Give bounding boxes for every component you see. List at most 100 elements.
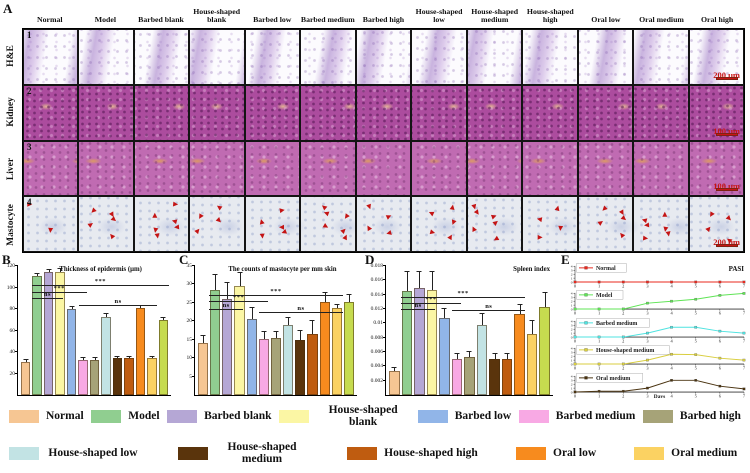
histology-image: 200 μm <box>688 29 744 85</box>
histology-image: ▶ ▶ ▶ ▶ ▶ <box>244 196 301 252</box>
mastocyte-arrow-icon: ▶ <box>151 213 159 219</box>
histology-image <box>244 84 301 141</box>
error-bar-cap <box>160 317 166 319</box>
data-point <box>646 359 649 362</box>
series-legend-box <box>576 372 644 383</box>
bar-group <box>414 266 425 395</box>
error-bar-cap <box>429 270 435 272</box>
histology-image: ▶ ▶ ▶ ▶ ▶ <box>577 196 634 252</box>
error-bar <box>227 282 229 300</box>
bar-group <box>331 266 342 395</box>
y-tick-label: 35 <box>186 263 193 269</box>
histology-image <box>300 84 356 141</box>
x-tick-label: 0 <box>574 338 576 343</box>
y-tick <box>383 351 386 352</box>
bar-group <box>124 266 134 395</box>
y-tick <box>192 283 195 285</box>
y-tick-label: 2 <box>571 327 573 331</box>
data-point <box>573 390 577 393</box>
bar <box>270 337 282 395</box>
histology-image <box>355 140 412 197</box>
data-point <box>670 280 673 284</box>
bar <box>66 309 77 395</box>
error-bar-cap <box>297 329 303 331</box>
histology-image <box>78 84 134 141</box>
x-tick-label: 2 <box>622 338 624 343</box>
x-tick-label: 0 <box>574 393 576 398</box>
mastocyte-arrow-icon: ▶ <box>535 215 542 223</box>
x-tick-label: 5 <box>695 338 697 343</box>
data-point <box>646 280 649 284</box>
significance-line: *** <box>31 278 170 287</box>
data-line <box>574 379 745 393</box>
legend-label: House-shaped blank <box>328 403 398 428</box>
legend-swatch <box>417 409 448 423</box>
significance-label: *** <box>232 294 245 302</box>
column-header: Oral low <box>591 15 621 25</box>
y-tick <box>383 279 386 281</box>
error-bar <box>94 357 96 360</box>
data-point <box>573 362 577 366</box>
bar <box>295 339 306 395</box>
data-point <box>573 335 577 339</box>
error-bar-cap <box>149 355 155 357</box>
panel-a-row-labels: H&E Kidney Liver Mastocyte <box>0 28 22 253</box>
bar <box>21 361 31 395</box>
scale-bar-label: 100 μm <box>713 181 740 192</box>
bar <box>343 302 355 395</box>
error-bar <box>544 292 546 307</box>
bar <box>501 359 513 395</box>
column-header: Model <box>94 15 117 25</box>
bar <box>198 343 209 395</box>
data-point <box>646 302 649 305</box>
scale-bar-line <box>715 76 738 80</box>
legend-item: Normal <box>9 409 84 423</box>
data-point <box>573 280 577 284</box>
panel-c-label: C <box>179 252 189 267</box>
bar-group <box>258 266 269 395</box>
histology-image <box>577 140 634 197</box>
y-tick <box>192 357 195 359</box>
bar-chart-mastocyte-counts: C The counts of mastocyte per mm skin 5 1… <box>177 252 363 399</box>
y-tick-label: 4 <box>571 320 573 324</box>
y-tick-label: 5 <box>189 373 192 380</box>
error-bar-cap <box>404 270 410 272</box>
column-header: Oral medium <box>639 15 684 25</box>
x-tick-label: 1 <box>598 338 600 343</box>
histology-image <box>133 29 190 85</box>
x-tick-label: 2 <box>622 284 624 289</box>
histology-image: ▶ ▶ ▶ ▶ ▶ <box>411 196 467 252</box>
x-tick-label: 1 <box>598 393 600 398</box>
scale-bar-label: 200 μm <box>713 237 740 247</box>
data-point <box>742 359 746 362</box>
legend-swatch <box>518 409 549 423</box>
histology-image <box>577 29 634 85</box>
bar-group <box>198 266 209 395</box>
bar-group <box>401 266 413 395</box>
legend-row-1: Normal Model Barbed blank House-shaped blan… <box>0 401 750 431</box>
legend-item: Barbed blank <box>167 409 272 423</box>
significance-line: *** <box>209 294 268 303</box>
bar <box>414 287 425 395</box>
histology-image: ▶ ▶ ▶ ▶ <box>355 196 412 252</box>
error-bar <box>431 271 433 290</box>
histology-image <box>522 140 578 197</box>
error-bar <box>276 332 278 338</box>
legend-swatch <box>9 409 39 423</box>
legend-swatch <box>634 446 665 460</box>
legend-item: Barbed low <box>417 409 511 423</box>
error-bar <box>263 331 265 339</box>
histology-image <box>411 140 467 197</box>
bar <box>464 357 475 395</box>
significance-label: *** <box>94 278 106 286</box>
x-tick-label: 6 <box>719 366 722 371</box>
series-legend-marker <box>584 293 588 297</box>
error-bar-cap <box>517 304 523 306</box>
series-legend-box <box>576 290 624 300</box>
histology-image <box>189 140 245 197</box>
error-bar-cap <box>57 268 63 270</box>
series-legend-box <box>576 345 670 355</box>
x-tick-label: 2 <box>622 393 624 398</box>
y-tick <box>383 379 386 381</box>
